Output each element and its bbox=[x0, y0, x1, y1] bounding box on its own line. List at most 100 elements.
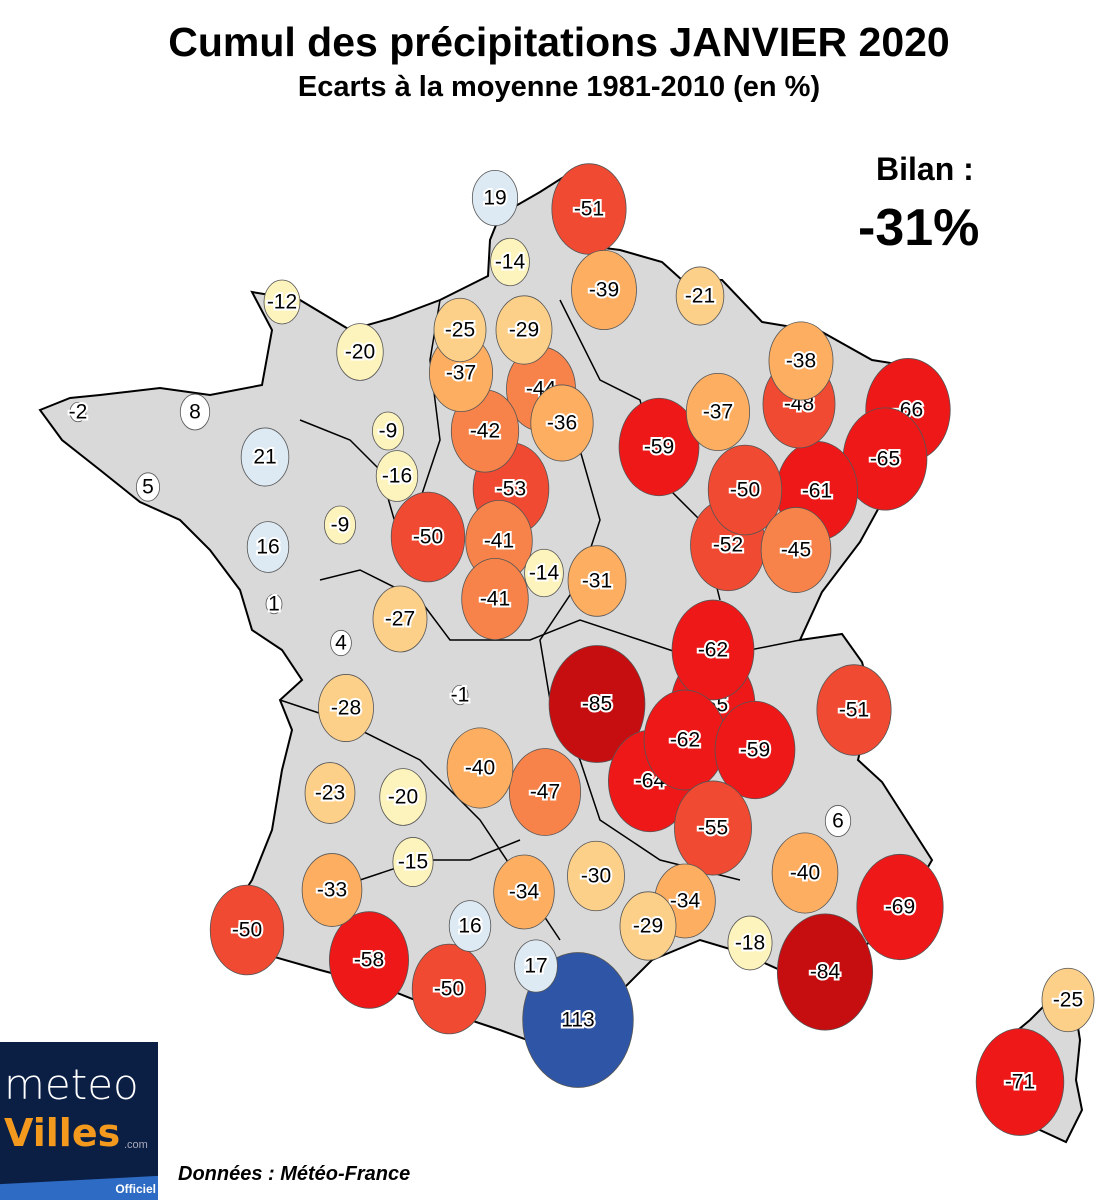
station-circle bbox=[263, 279, 301, 325]
station-value: -36 bbox=[547, 412, 577, 435]
station-value: -51 bbox=[839, 699, 869, 722]
station-value: 113 bbox=[561, 1009, 594, 1032]
station-circle bbox=[675, 266, 725, 326]
station-value: -40 bbox=[790, 862, 820, 885]
station-marker: -84 bbox=[776, 913, 874, 1031]
page-subtitle: Ecarts à la moyenne 1981-2010 (en %) bbox=[297, 71, 821, 103]
station-circle bbox=[379, 768, 427, 826]
station-value: -50 bbox=[413, 526, 443, 549]
station-value: 6 bbox=[832, 810, 844, 833]
station-circle bbox=[727, 915, 773, 971]
station-marker: -47 bbox=[508, 748, 582, 836]
station-marker: -40 bbox=[771, 832, 839, 914]
station-circle bbox=[760, 507, 832, 593]
station-circle bbox=[685, 373, 751, 451]
station-circle bbox=[771, 832, 839, 914]
station-circle bbox=[209, 884, 285, 976]
bilan-label: Bilan : bbox=[876, 151, 974, 187]
station-value: -14 bbox=[495, 251, 526, 274]
station-marker: -23 bbox=[304, 762, 356, 824]
station-circle bbox=[69, 401, 87, 423]
station-marker: -29 bbox=[619, 891, 677, 961]
station-marker: -33 bbox=[301, 853, 363, 927]
station-marker: -71 bbox=[975, 1028, 1065, 1136]
station-value: -50 bbox=[232, 919, 262, 942]
station-value: -25 bbox=[445, 319, 475, 342]
station-circle bbox=[451, 684, 469, 706]
station-circle bbox=[514, 939, 558, 993]
station-marker: 16 bbox=[246, 521, 290, 573]
station-circle bbox=[571, 249, 637, 331]
station-marker: -31 bbox=[567, 545, 627, 617]
station-circle bbox=[508, 748, 582, 836]
station-value: -28 bbox=[331, 697, 361, 720]
station-value: -37 bbox=[446, 362, 476, 385]
station-marker: -52 bbox=[690, 498, 766, 592]
station-circle bbox=[776, 913, 874, 1031]
station-marker: -36 bbox=[530, 384, 594, 462]
station-value: -20 bbox=[388, 786, 418, 809]
station-marker: -14 bbox=[490, 237, 530, 287]
logo-line2: Villes bbox=[4, 1111, 121, 1155]
station-marker: -51 bbox=[816, 664, 892, 756]
station-marker: 5 bbox=[135, 472, 161, 502]
station-value: 19 bbox=[483, 187, 506, 210]
station-marker: -21 bbox=[675, 266, 725, 326]
station-value: -71 bbox=[1005, 1071, 1035, 1094]
station-circle bbox=[390, 491, 466, 583]
station-value: -53 bbox=[496, 478, 526, 501]
station-value: -21 bbox=[685, 285, 715, 308]
station-marker: -37 bbox=[685, 373, 751, 451]
station-value: 4 bbox=[335, 632, 347, 655]
station-marker: -29 bbox=[495, 295, 553, 365]
station-value: -18 bbox=[735, 932, 765, 955]
station-marker: -50 bbox=[411, 943, 487, 1035]
station-marker: -15 bbox=[392, 837, 434, 887]
station-marker: -41 bbox=[461, 557, 529, 641]
station-value: -33 bbox=[317, 879, 347, 902]
station-value: 16 bbox=[256, 536, 279, 559]
station-marker: -69 bbox=[856, 853, 944, 961]
station-value: -50 bbox=[434, 978, 464, 1001]
station-value: -40 bbox=[465, 757, 495, 780]
station-value: -29 bbox=[509, 319, 539, 342]
station-circle bbox=[411, 943, 487, 1035]
station-marker: -12 bbox=[263, 279, 301, 325]
station-value: 17 bbox=[524, 955, 547, 978]
station-value: -50 bbox=[730, 479, 760, 502]
station-marker: -20 bbox=[336, 323, 384, 381]
station-value: -16 bbox=[382, 465, 412, 488]
station-circle bbox=[856, 853, 944, 961]
station-value: -85 bbox=[582, 693, 612, 716]
station-marker: 6 bbox=[824, 805, 852, 837]
station-circle bbox=[375, 450, 419, 502]
station-marker: -25 bbox=[433, 297, 487, 363]
station-value: -34 bbox=[509, 881, 540, 904]
station-value: -47 bbox=[530, 781, 560, 804]
station-value: -25 bbox=[1053, 989, 1083, 1012]
station-circle bbox=[336, 323, 384, 381]
station-value: 16 bbox=[458, 915, 481, 938]
station-circle bbox=[135, 472, 161, 502]
station-circle bbox=[493, 854, 555, 930]
station-value: -61 bbox=[802, 480, 832, 503]
station-marker: -14 bbox=[524, 548, 564, 598]
station-circle bbox=[671, 599, 755, 701]
station-value: -37 bbox=[703, 401, 733, 424]
station-value: -52 bbox=[713, 534, 743, 557]
station-circle bbox=[522, 952, 634, 1088]
station-circle bbox=[372, 585, 428, 653]
station-circle bbox=[707, 444, 783, 536]
station-marker: -58 bbox=[328, 911, 410, 1009]
station-circle bbox=[461, 557, 529, 641]
station-value: -23 bbox=[315, 782, 345, 805]
logo-suffix: .com bbox=[124, 1139, 148, 1151]
station-circle bbox=[240, 427, 290, 487]
station-circle bbox=[323, 505, 356, 545]
station-circle bbox=[490, 237, 530, 287]
station-circle bbox=[768, 321, 834, 401]
station-marker: -9 bbox=[371, 411, 404, 451]
station-circle bbox=[304, 762, 356, 824]
station-value: -9 bbox=[331, 514, 350, 537]
station-circle bbox=[530, 384, 594, 462]
